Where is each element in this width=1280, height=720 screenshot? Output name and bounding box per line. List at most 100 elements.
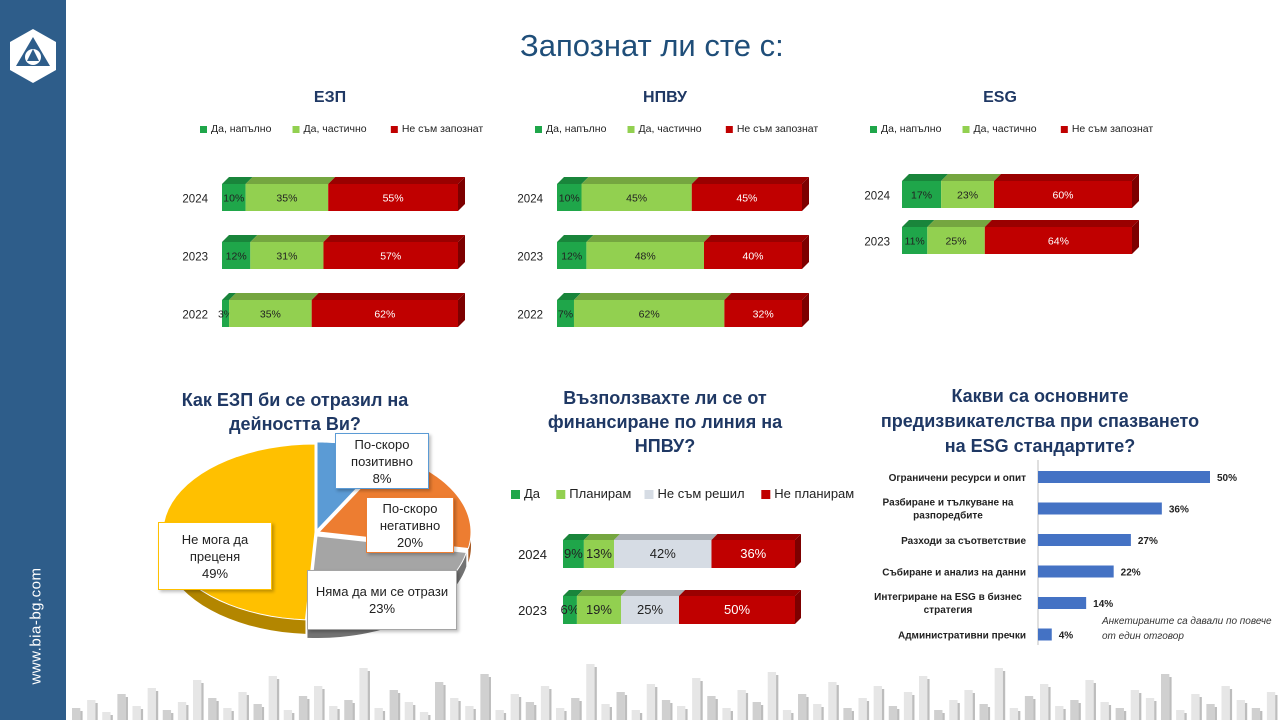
legend-item: Не съм запознат [725,123,818,135]
deco-bar [238,692,249,720]
legend-item: Не съм запознат [390,123,484,135]
bar-face [222,242,251,269]
bar-face [902,227,928,254]
deco-bar [525,702,537,720]
data-label: 25% [637,602,663,617]
deco-bar [677,706,688,720]
deco-bar [419,712,431,720]
deco-bar [480,674,491,720]
bar-side [458,177,465,211]
pie-slice-value: 20% [396,534,424,550]
bar-segment: 6% [561,590,583,624]
bar-segment: 35% [245,177,336,211]
bar-face [941,181,994,208]
deco-bar [223,708,234,720]
bar-face [222,184,246,211]
bar-face [704,242,802,269]
deco-bar [692,678,703,720]
bar-segment: 25% [621,590,685,624]
bar-side [458,293,465,327]
bar-face [711,540,795,568]
bar-segment: 12% [222,235,258,269]
bar-face [984,227,1132,254]
deco-bar [1009,708,1021,720]
sidebar: www.bia-bg.com [0,0,66,720]
data-label: 45% [626,193,647,205]
category-label: 2023 [864,237,890,249]
legend-swatch [1060,126,1068,133]
deco-bar [329,706,340,720]
website-link[interactable]: www.bia-bg.com [27,567,45,685]
deco-bar [1100,702,1112,720]
bar-face [557,184,582,211]
deco-bar [556,708,567,720]
legend-swatch [962,126,970,133]
legend-label: Не съм запознат [402,123,484,135]
bar-segment: 10% [222,177,253,211]
pie-callout: Не мога да преценя 49% [158,522,272,590]
legend-swatch [644,490,654,499]
pie-callout: Няма да ми се отрази 23% [307,570,457,630]
deco-bar [707,696,718,720]
ezp-chart-title: ЕЗП [313,89,347,106]
bar-segment: 10% [557,177,589,211]
bar-segment: 35% [229,293,319,327]
legend-label: Да, частично [304,123,367,135]
bar-top [994,174,1139,181]
deco-bar [964,690,975,720]
bar-top [902,174,949,181]
bar-segment: 60% [994,174,1139,208]
bar-top [927,220,992,227]
data-label: 57% [380,251,401,263]
bar-face [679,596,795,624]
bar-side [802,293,809,327]
bar [1038,565,1114,578]
bar-face [586,242,704,269]
esg-chart: Да, напълно Да, частично Не съм запознат 20… [864,123,1153,254]
challenges-chart-title: Какви са основните предизвикателства при… [880,386,1200,456]
legend-swatch [725,126,733,133]
legend-label: Планирам [569,486,631,501]
category-label: 2022 [182,310,208,322]
deco-bar [934,710,945,720]
deco-bar [631,710,643,720]
legend-swatch [627,126,635,133]
deco-bar [722,708,733,720]
deco-bar [601,704,612,720]
deco-bar [359,668,370,720]
data-label: 4% [1059,631,1074,642]
deco-bar [1024,696,1036,720]
deco-bar [465,706,476,720]
deco-bar [389,690,401,720]
category-label: 2024 [182,194,208,206]
bar-side [1132,220,1139,254]
category-label: 2022 [517,310,543,322]
deco-bar [540,686,552,720]
bar-face [563,540,584,568]
bar-top [245,177,336,184]
deco-bar [1266,692,1278,720]
deco-bar [919,676,930,720]
bar-face [557,300,574,327]
bar [1038,471,1210,483]
bar-face [557,242,587,269]
deco-bar [147,688,159,720]
deco-bar [843,708,854,720]
data-label: 14% [1093,599,1113,610]
deco-bar [994,668,1006,720]
bar [1038,597,1087,609]
bar-face [581,184,692,211]
esg-chart-title: ESG [983,89,1017,106]
pie-slice-name: По-скоро позитивно [351,436,413,469]
deco-bar [314,686,325,720]
deco-bar [1145,698,1157,720]
bar-segment: 64% [984,220,1139,254]
bar-face [902,181,942,208]
deco-bar [72,708,83,720]
bar-top [563,590,583,596]
data-label: 48% [635,251,656,263]
bar-segment: 31% [250,235,331,269]
legend-swatch [556,490,566,499]
data-label: 27% [1138,536,1158,547]
